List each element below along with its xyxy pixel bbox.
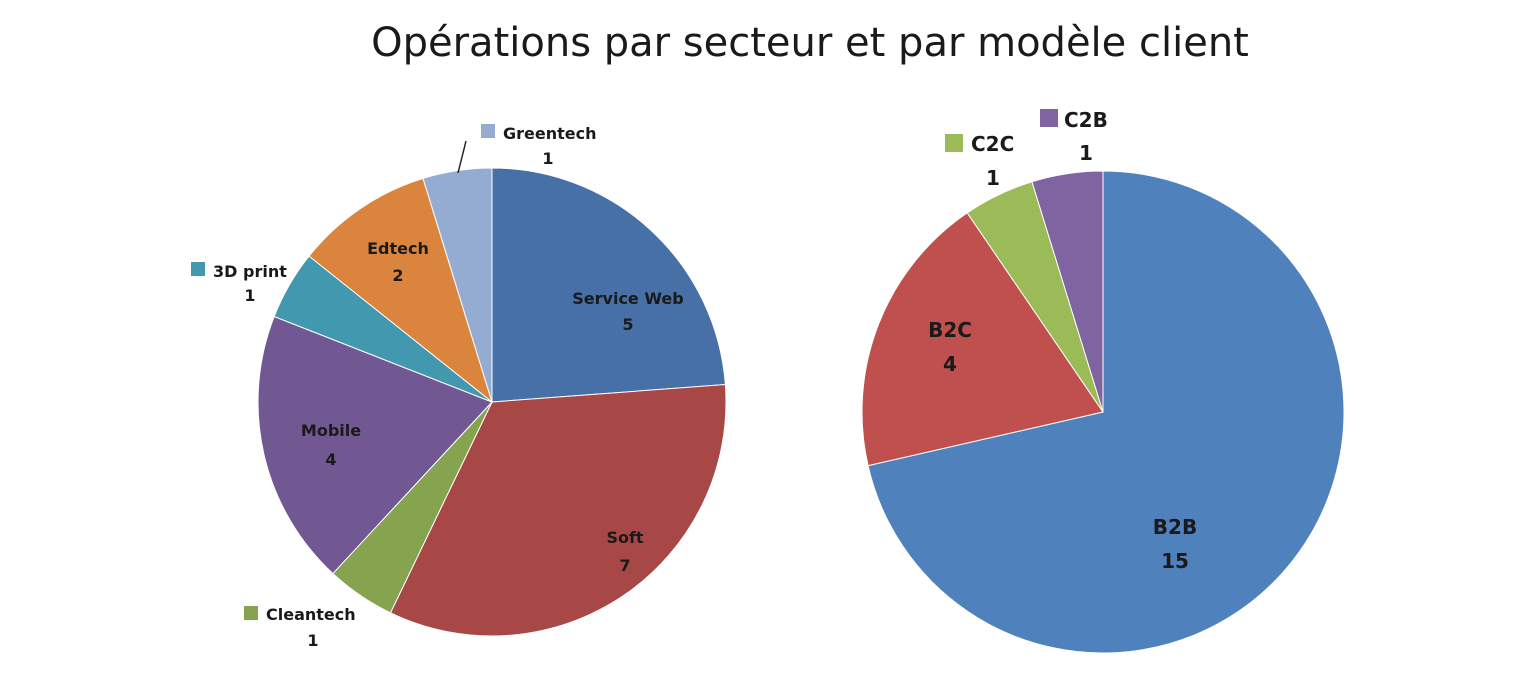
slice-label-soft: Soft [606,528,643,547]
slice-label-c2c: C2C [971,132,1014,156]
slice-value-c2c: 1 [986,166,1000,190]
slice-value-greentech: 1 [542,149,553,168]
slice-label-3d-print: 3D print [213,262,287,281]
slice-value-mobile: 4 [325,450,336,469]
pie-slice-b2c [861,212,1104,467]
slice-label-b2c: B2C [928,318,972,342]
slice-label-greentech: Greentech [503,124,597,143]
slice-label-cleantech: Cleantech [266,605,356,624]
legend-key-3d-print [191,262,205,276]
chart-title: Opérations par secteur et par modèle cli… [371,20,1249,66]
slice-value-b2b: 15 [1161,549,1189,573]
pie-slice-greentech [422,167,493,403]
pie-chart-sector: Service Web 5 Soft 7 Cleantech 1 Mobile 4 3D pri… [191,124,727,650]
slice-value-soft: 7 [619,556,630,575]
leader-line-greentech [457,140,467,174]
slice-label-b2b: B2B [1153,515,1197,539]
pie-slice-edtech [308,177,493,404]
slice-value-3d-print: 1 [244,286,255,305]
legend-key-c2c [945,134,963,152]
pie-slice-service-web [491,167,726,403]
pie-slice-b2b [867,170,1345,654]
pie-slice-mobile [257,315,493,575]
slice-value-edtech: 2 [392,266,403,285]
slice-value-b2c: 4 [943,352,957,376]
slice-value-c2b: 1 [1079,141,1093,165]
slice-value-cleantech: 1 [307,631,318,650]
slice-label-mobile: Mobile [301,421,361,440]
pie-slice-soft [389,383,727,637]
legend-key-greentech [481,124,495,138]
legend-key-cleantech [244,606,258,620]
slice-value-service-web: 5 [622,315,633,334]
legend-key-c2b [1040,109,1058,127]
slice-label-edtech: Edtech [367,239,429,258]
slice-label-c2b: C2B [1064,108,1108,132]
pie-chart-client-model: B2B 15 B2C 4 C2C 1 C2B 1 [861,108,1345,654]
slice-label-service-web: Service Web [572,289,683,308]
pie-slice-c2b [1031,170,1104,413]
